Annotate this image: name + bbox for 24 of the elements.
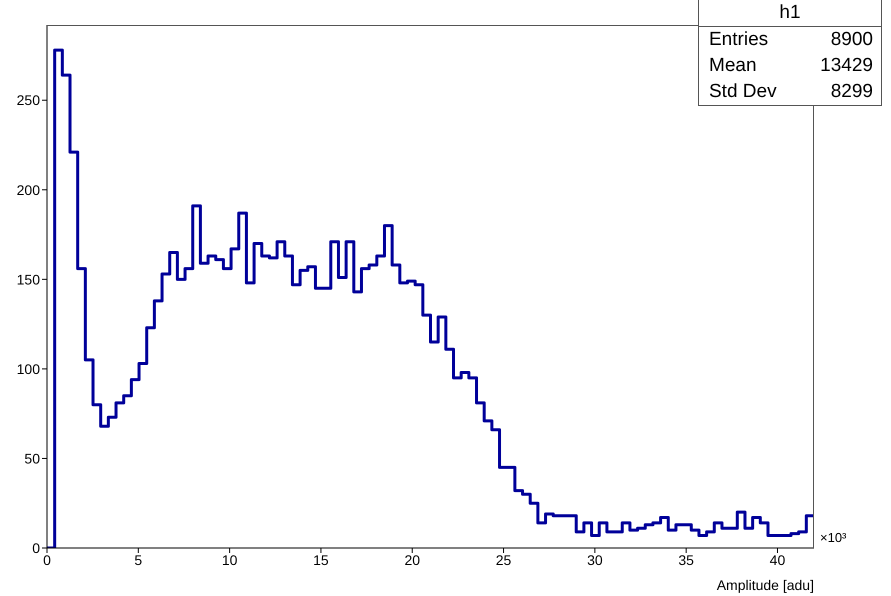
text: h1 [699,0,881,27]
y-tick-label: 100 [16,360,40,377]
x-tick-label: 40 [770,552,786,568]
x-axis-title: Amplitude [adu] [716,577,814,593]
x-tick-label: 5 [134,552,142,568]
text: 13429 [820,54,873,78]
y-tick-label: 150 [16,271,40,288]
annotation: Entries [709,28,768,52]
y-tick-label: 0 [32,540,40,556]
text: 8299 [830,80,873,104]
y-tick-label: 50 [24,450,40,466]
text: 8900 [830,28,873,52]
x-tick-label: 35 [678,552,694,568]
y-tick-label: 250 [16,92,40,108]
x-tick-label: 15 [313,552,329,568]
annotation: Mean [709,54,757,78]
x-tick-label: 0 [43,552,52,568]
x-tick-label: 20 [404,552,420,568]
annotation: Std Dev [709,80,777,104]
y-tick-label: 200 [16,182,40,198]
x-tick-label: 25 [496,552,512,568]
text: ×10³ [820,530,846,545]
x-tick-label: 10 [222,552,238,568]
x-tick-label: 30 [587,552,603,568]
